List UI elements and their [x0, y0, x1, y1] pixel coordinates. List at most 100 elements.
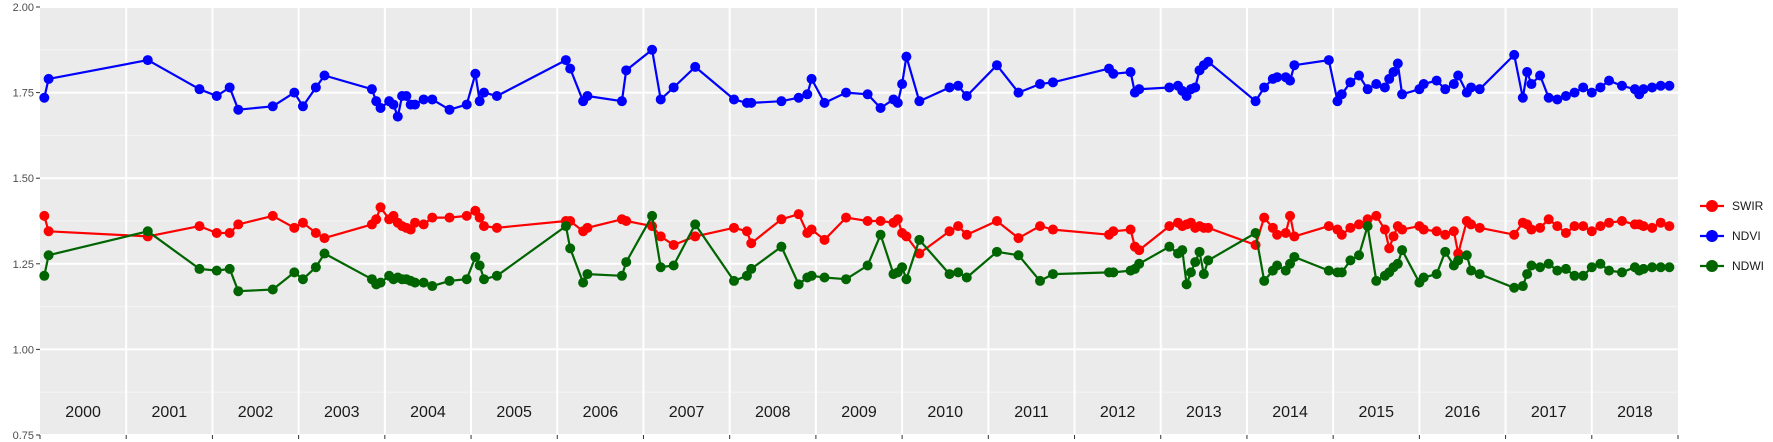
- data-point: [741, 226, 752, 237]
- y-tick-label: 1.25: [13, 259, 34, 271]
- data-point: [776, 214, 787, 225]
- data-point: [375, 103, 386, 114]
- data-point: [1586, 262, 1597, 273]
- data-point: [1272, 260, 1283, 271]
- legend-label: NDWI: [1732, 259, 1764, 273]
- data-point: [388, 99, 399, 110]
- data-point: [1371, 275, 1382, 286]
- data-point: [1543, 214, 1554, 225]
- data-point: [1323, 55, 1334, 66]
- year-label: 2010: [927, 404, 963, 421]
- data-point: [728, 94, 739, 105]
- data-point: [578, 277, 589, 288]
- data-point: [1259, 82, 1270, 93]
- data-point: [1164, 82, 1175, 93]
- data-point: [655, 231, 666, 242]
- data-point: [1578, 221, 1589, 232]
- data-point: [1035, 221, 1046, 232]
- data-point: [491, 222, 502, 233]
- data-point: [901, 231, 912, 242]
- data-point: [39, 210, 50, 221]
- data-point: [961, 229, 972, 240]
- year-label: 2017: [1531, 404, 1567, 421]
- data-point: [565, 63, 576, 74]
- data-point: [142, 55, 153, 66]
- data-point: [819, 97, 830, 108]
- data-point: [444, 104, 455, 115]
- data-point: [1569, 87, 1580, 98]
- data-point: [418, 219, 429, 230]
- data-point: [1466, 265, 1477, 276]
- data-point: [194, 221, 205, 232]
- data-point: [297, 217, 308, 228]
- data-point: [616, 270, 627, 281]
- data-point: [582, 91, 593, 102]
- data-point: [1586, 87, 1597, 98]
- data-point: [582, 269, 593, 280]
- data-point: [427, 94, 438, 105]
- data-point: [1336, 89, 1347, 100]
- data-point: [319, 70, 330, 81]
- data-point: [1259, 275, 1270, 286]
- data-point: [1616, 80, 1627, 91]
- data-point: [1604, 217, 1615, 228]
- data-point: [310, 262, 321, 273]
- data-point: [1203, 56, 1214, 67]
- data-point: [862, 260, 873, 271]
- data-point: [1543, 258, 1554, 269]
- data-point: [1354, 219, 1365, 230]
- data-point: [319, 233, 330, 244]
- data-point: [1345, 222, 1356, 233]
- data-point: [478, 87, 489, 98]
- data-point: [297, 274, 308, 285]
- data-point: [1535, 262, 1546, 273]
- data-point: [1440, 84, 1451, 95]
- data-point: [1362, 221, 1373, 232]
- data-point: [267, 284, 278, 295]
- year-label: 2000: [65, 404, 101, 421]
- data-point: [375, 202, 386, 213]
- data-point: [211, 265, 222, 276]
- data-point: [1035, 275, 1046, 286]
- data-point: [944, 82, 955, 93]
- data-point: [1280, 227, 1291, 238]
- data-point: [418, 277, 429, 288]
- data-point: [1461, 250, 1472, 261]
- data-point: [901, 274, 912, 285]
- data-point: [1194, 246, 1205, 257]
- data-point: [1379, 82, 1390, 93]
- data-point: [1397, 224, 1408, 235]
- data-point: [233, 104, 244, 115]
- data-point: [1535, 222, 1546, 233]
- data-point: [655, 262, 666, 273]
- data-point: [1604, 265, 1615, 276]
- data-point: [1517, 92, 1528, 103]
- data-point: [819, 234, 830, 245]
- data-point: [1638, 221, 1649, 232]
- data-point: [1354, 250, 1365, 261]
- data-point: [427, 212, 438, 223]
- data-point: [1552, 265, 1563, 276]
- data-point: [478, 274, 489, 285]
- data-point: [1185, 267, 1196, 278]
- legend-marker: [1706, 230, 1718, 242]
- data-point: [194, 263, 205, 274]
- data-point: [427, 281, 438, 292]
- data-point: [1448, 79, 1459, 90]
- data-point: [1638, 263, 1649, 274]
- data-point: [1285, 75, 1296, 86]
- data-point: [1250, 227, 1261, 238]
- data-point: [1453, 248, 1464, 259]
- data-point: [289, 267, 300, 278]
- data-point: [1616, 267, 1627, 278]
- data-point: [1013, 250, 1024, 261]
- data-point: [1379, 224, 1390, 235]
- data-point: [1522, 67, 1533, 78]
- data-point: [470, 68, 481, 79]
- data-point: [746, 97, 757, 108]
- series-ndvi: [39, 44, 1675, 122]
- legend-item-ndvi: NDVI: [1700, 229, 1761, 243]
- data-point: [1354, 70, 1365, 81]
- data-point: [806, 270, 817, 281]
